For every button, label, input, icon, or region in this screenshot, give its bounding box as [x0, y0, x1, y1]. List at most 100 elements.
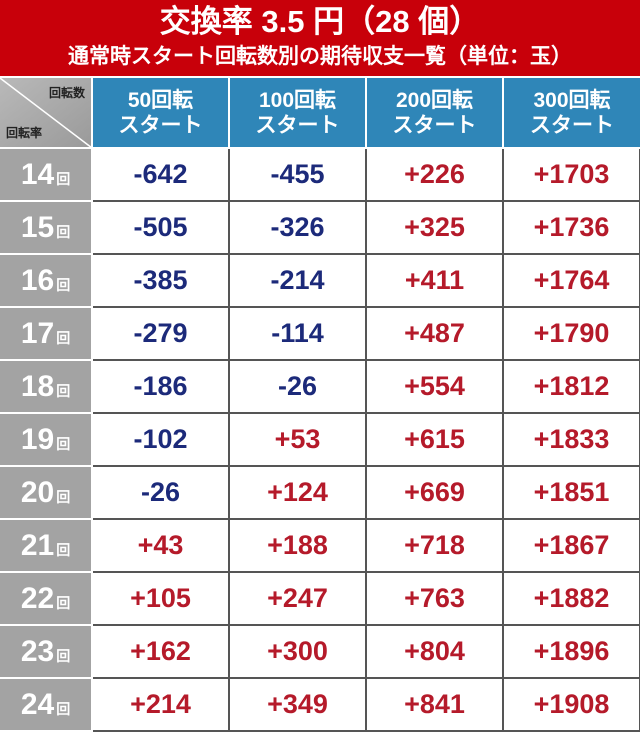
row-header: 23 回: [0, 625, 93, 679]
table-row: 16 回 -385 -214 +411 +1764: [0, 254, 640, 308]
value-cell: +1833: [503, 413, 640, 467]
value-cell: -455: [229, 148, 367, 202]
value-cell: +162: [92, 625, 230, 679]
value-cell: +1882: [503, 572, 640, 626]
row-rate-number: 20: [20, 475, 55, 509]
column-header-100: 100回転 スタート: [229, 78, 367, 149]
column-header-line1: 50回転: [127, 88, 194, 112]
row-header: 24 回: [0, 678, 93, 732]
table-row: 24 回 +214 +349 +841 +1908: [0, 678, 640, 732]
value-cell: +124: [229, 466, 367, 520]
row-rate-unit: 回: [56, 170, 71, 187]
value-cell: +804: [366, 625, 504, 679]
row-header: 16 回: [0, 254, 93, 308]
header-banner: 交換率 3.5 円（28 個） 通常時スタート回転数別の期待収支一覧（単位：玉）: [0, 0, 640, 78]
row-rate-number: 22: [20, 581, 55, 615]
value-cell: -505: [92, 201, 230, 255]
value-cell: -279: [92, 307, 230, 361]
row-header: 17 回: [0, 307, 93, 361]
value-cell: -26: [92, 466, 230, 520]
value-cell: +411: [366, 254, 504, 308]
value-cell: +1790: [503, 307, 640, 361]
row-rate-unit: 回: [56, 382, 71, 399]
value-cell: +763: [366, 572, 504, 626]
table-row: 20 回 -26 +124 +669 +1851: [0, 466, 640, 520]
table-row: 22 回 +105 +247 +763 +1882: [0, 572, 640, 626]
row-rate-number: 19: [20, 422, 55, 456]
value-cell: +188: [229, 519, 367, 573]
row-rate-number: 18: [20, 369, 55, 403]
value-cell: +1703: [503, 148, 640, 202]
row-header: 14 回: [0, 148, 93, 202]
value-cell: +554: [366, 360, 504, 414]
value-cell: -186: [92, 360, 230, 414]
corner-spin-rate-label: 回転率: [6, 126, 43, 140]
value-cell: -114: [229, 307, 367, 361]
table-row: 19 回 -102 +53 +615 +1833: [0, 413, 640, 467]
column-header-300: 300回転 スタート: [503, 78, 640, 149]
value-cell: +349: [229, 678, 367, 732]
row-rate-unit: 回: [56, 329, 71, 346]
row-rate-number: 14: [20, 157, 55, 191]
column-header-line1: 200回転: [395, 88, 474, 112]
value-cell: +214: [92, 678, 230, 732]
value-cell: +841: [366, 678, 504, 732]
table-row: 17 回 -279 -114 +487 +1790: [0, 307, 640, 361]
value-cell: +1867: [503, 519, 640, 573]
column-header-line1: 300回転: [533, 88, 611, 112]
corner-cell: 回転数 回転率: [0, 78, 93, 149]
row-rate-unit: 回: [56, 647, 71, 664]
table-header-row: 回転数 回転率 50回転 スタート 100回転 スタート 200回転 スタート …: [0, 78, 640, 149]
row-rate-number: 15: [20, 210, 55, 244]
row-rate-number: 17: [20, 316, 55, 350]
column-header-50: 50回転 スタート: [92, 78, 230, 149]
value-cell: +1896: [503, 625, 640, 679]
row-rate-number: 23: [20, 634, 55, 668]
row-header: 21 回: [0, 519, 93, 573]
corner-diagonal-line: [0, 78, 90, 146]
column-header-line2: スタート: [118, 113, 203, 137]
value-cell: -214: [229, 254, 367, 308]
value-cell: +1851: [503, 466, 640, 520]
value-cell: +1908: [503, 678, 640, 732]
page-title: 交換率 3.5 円（28 個）: [159, 4, 481, 39]
page-subtitle: 通常時スタート回転数別の期待収支一覧（単位：玉）: [68, 45, 572, 68]
row-header: 22 回: [0, 572, 93, 626]
table-row: 14 回 -642 -455 +226 +1703: [0, 148, 640, 202]
table-row: 23 回 +162 +300 +804 +1896: [0, 625, 640, 679]
row-rate-unit: 回: [56, 700, 71, 717]
value-cell: +615: [366, 413, 504, 467]
value-cell: +226: [366, 148, 504, 202]
row-rate-number: 21: [20, 528, 55, 562]
row-rate-unit: 回: [56, 541, 71, 558]
expected-value-table: 回転数 回転率 50回転 スタート 100回転 スタート 200回転 スタート …: [0, 78, 640, 732]
column-header-line1: 100回転: [258, 88, 337, 112]
corner-spin-count-label: 回転数: [48, 86, 85, 100]
column-header-line2: スタート: [255, 113, 340, 137]
value-cell: +487: [366, 307, 504, 361]
column-header-200: 200回転 スタート: [366, 78, 504, 149]
row-rate-unit: 回: [56, 276, 71, 293]
value-cell: +669: [366, 466, 504, 520]
table-body: 14 回 -642 -455 +226 +1703 15 回 -505 -326 +…: [0, 148, 640, 732]
value-cell: -326: [229, 201, 367, 255]
row-rate-number: 24: [20, 687, 55, 721]
row-rate-unit: 回: [56, 488, 71, 505]
column-header-line2: スタート: [392, 113, 477, 137]
value-cell: -385: [92, 254, 230, 308]
value-cell: +247: [229, 572, 367, 626]
value-cell: +718: [366, 519, 504, 573]
column-header-line2: スタート: [530, 113, 614, 137]
value-cell: +1764: [503, 254, 640, 308]
table-row: 15 回 -505 -326 +325 +1736: [0, 201, 640, 255]
value-cell: +300: [229, 625, 367, 679]
table-row: 21 回 +43 +188 +718 +1867: [0, 519, 640, 573]
value-cell: +1736: [503, 201, 640, 255]
row-header: 18 回: [0, 360, 93, 414]
table-row: 18 回 -186 -26 +554 +1812: [0, 360, 640, 414]
row-header: 15 回: [0, 201, 93, 255]
row-rate-unit: 回: [56, 594, 71, 611]
row-header: 19 回: [0, 413, 93, 467]
row-rate-number: 16: [20, 263, 55, 297]
